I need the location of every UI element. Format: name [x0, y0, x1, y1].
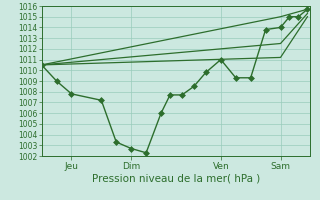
X-axis label: Pression niveau de la mer( hPa ): Pression niveau de la mer( hPa ) [92, 173, 260, 183]
